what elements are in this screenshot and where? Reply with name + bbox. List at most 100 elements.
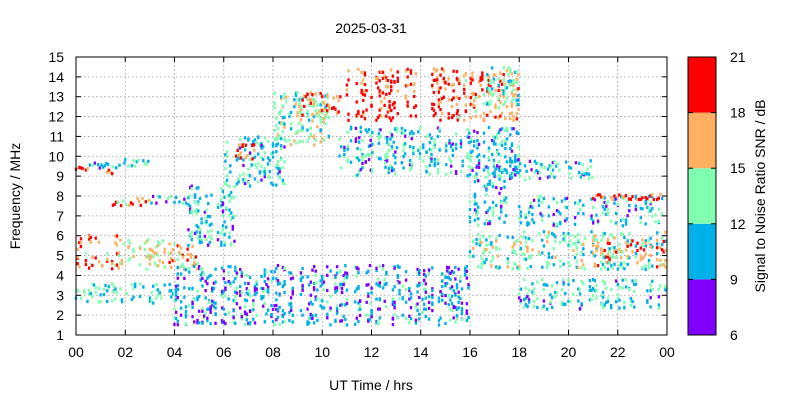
snr-point <box>471 78 474 82</box>
snr-point <box>546 167 550 171</box>
snr-point <box>309 132 312 137</box>
snr-point <box>132 295 135 299</box>
snr-point <box>451 148 455 152</box>
snr-point <box>403 142 407 146</box>
snr-point <box>299 277 303 281</box>
snr-point <box>600 238 603 242</box>
snr-point <box>383 96 386 100</box>
snr-point <box>355 266 359 270</box>
snr-point <box>456 118 459 122</box>
snr-point <box>270 279 273 283</box>
snr-point <box>616 202 619 207</box>
snr-point <box>319 284 322 288</box>
snr-point <box>476 146 479 150</box>
snr-point <box>260 295 263 299</box>
snr-point <box>555 222 559 226</box>
snr-point <box>489 90 492 95</box>
snr-point <box>639 258 642 262</box>
snr-point <box>514 252 518 256</box>
snr-point <box>664 239 667 243</box>
snr-point <box>150 255 153 259</box>
snr-point <box>651 194 654 199</box>
snr-point <box>190 211 193 215</box>
snr-point <box>216 231 220 235</box>
snr-point <box>657 196 661 200</box>
snr-point <box>275 164 278 168</box>
snr-point <box>504 214 508 218</box>
snr-point <box>339 285 342 289</box>
snr-point <box>225 178 229 182</box>
snr-point <box>84 251 88 255</box>
snr-point <box>205 237 208 242</box>
snr-point <box>504 100 507 104</box>
snr-point <box>76 288 79 292</box>
snr-point <box>188 266 191 271</box>
snr-point <box>257 180 260 184</box>
snr-point <box>414 318 418 322</box>
snr-point <box>296 111 299 115</box>
snr-point <box>401 284 405 288</box>
snr-point <box>413 89 416 94</box>
snr-point <box>385 92 388 96</box>
snr-point <box>112 290 115 294</box>
snr-point <box>482 140 486 144</box>
snr-point <box>261 304 265 308</box>
snr-point <box>535 169 538 173</box>
snr-point <box>614 279 618 283</box>
snr-point <box>525 169 528 173</box>
snr-point <box>610 287 613 292</box>
snr-point <box>384 153 387 157</box>
snr-point <box>276 159 280 164</box>
snr-point <box>459 141 463 145</box>
snr-point <box>558 168 561 172</box>
snr-point <box>371 142 374 147</box>
snr-point <box>595 245 598 249</box>
snr-point <box>115 290 119 295</box>
snr-point <box>482 92 486 97</box>
snr-point <box>464 79 468 83</box>
snr-point <box>550 231 554 236</box>
snr-point <box>611 235 615 239</box>
snr-point <box>202 272 206 276</box>
snr-point <box>515 166 519 170</box>
snr-point <box>439 73 442 77</box>
snr-point <box>368 318 372 322</box>
snr-point <box>340 282 344 287</box>
snr-point <box>87 266 91 270</box>
snr-point <box>188 194 192 198</box>
snr-point <box>464 266 467 270</box>
snr-point <box>242 177 245 182</box>
snr-point <box>646 197 649 201</box>
snr-point <box>312 136 316 140</box>
snr-point <box>237 177 240 181</box>
snr-point <box>266 175 270 179</box>
snr-point <box>422 287 426 291</box>
snr-point <box>545 260 549 264</box>
colorbar-label: Signal to Noise Ratio SNR / dB <box>752 100 768 293</box>
snr-point <box>176 244 179 248</box>
snr-point <box>377 156 381 160</box>
snr-point <box>229 164 232 168</box>
snr-point <box>517 145 520 149</box>
snr-point <box>596 245 600 249</box>
snr-point <box>518 162 522 166</box>
snr-point <box>361 155 364 159</box>
snr-point <box>550 284 554 288</box>
snr-point <box>299 112 303 116</box>
snr-point <box>488 182 491 186</box>
snr-point <box>474 92 477 97</box>
snr-point <box>510 79 514 84</box>
snr-point <box>201 284 204 288</box>
snr-point <box>353 300 357 304</box>
snr-point <box>460 307 464 311</box>
snr-point <box>200 238 203 242</box>
snr-point <box>628 244 631 248</box>
snr-point <box>586 167 589 171</box>
snr-point <box>614 197 618 201</box>
snr-point <box>518 296 521 300</box>
snr-point <box>381 76 385 80</box>
snr-point <box>298 140 301 144</box>
snr-point <box>283 160 286 164</box>
snr-point <box>541 278 544 282</box>
